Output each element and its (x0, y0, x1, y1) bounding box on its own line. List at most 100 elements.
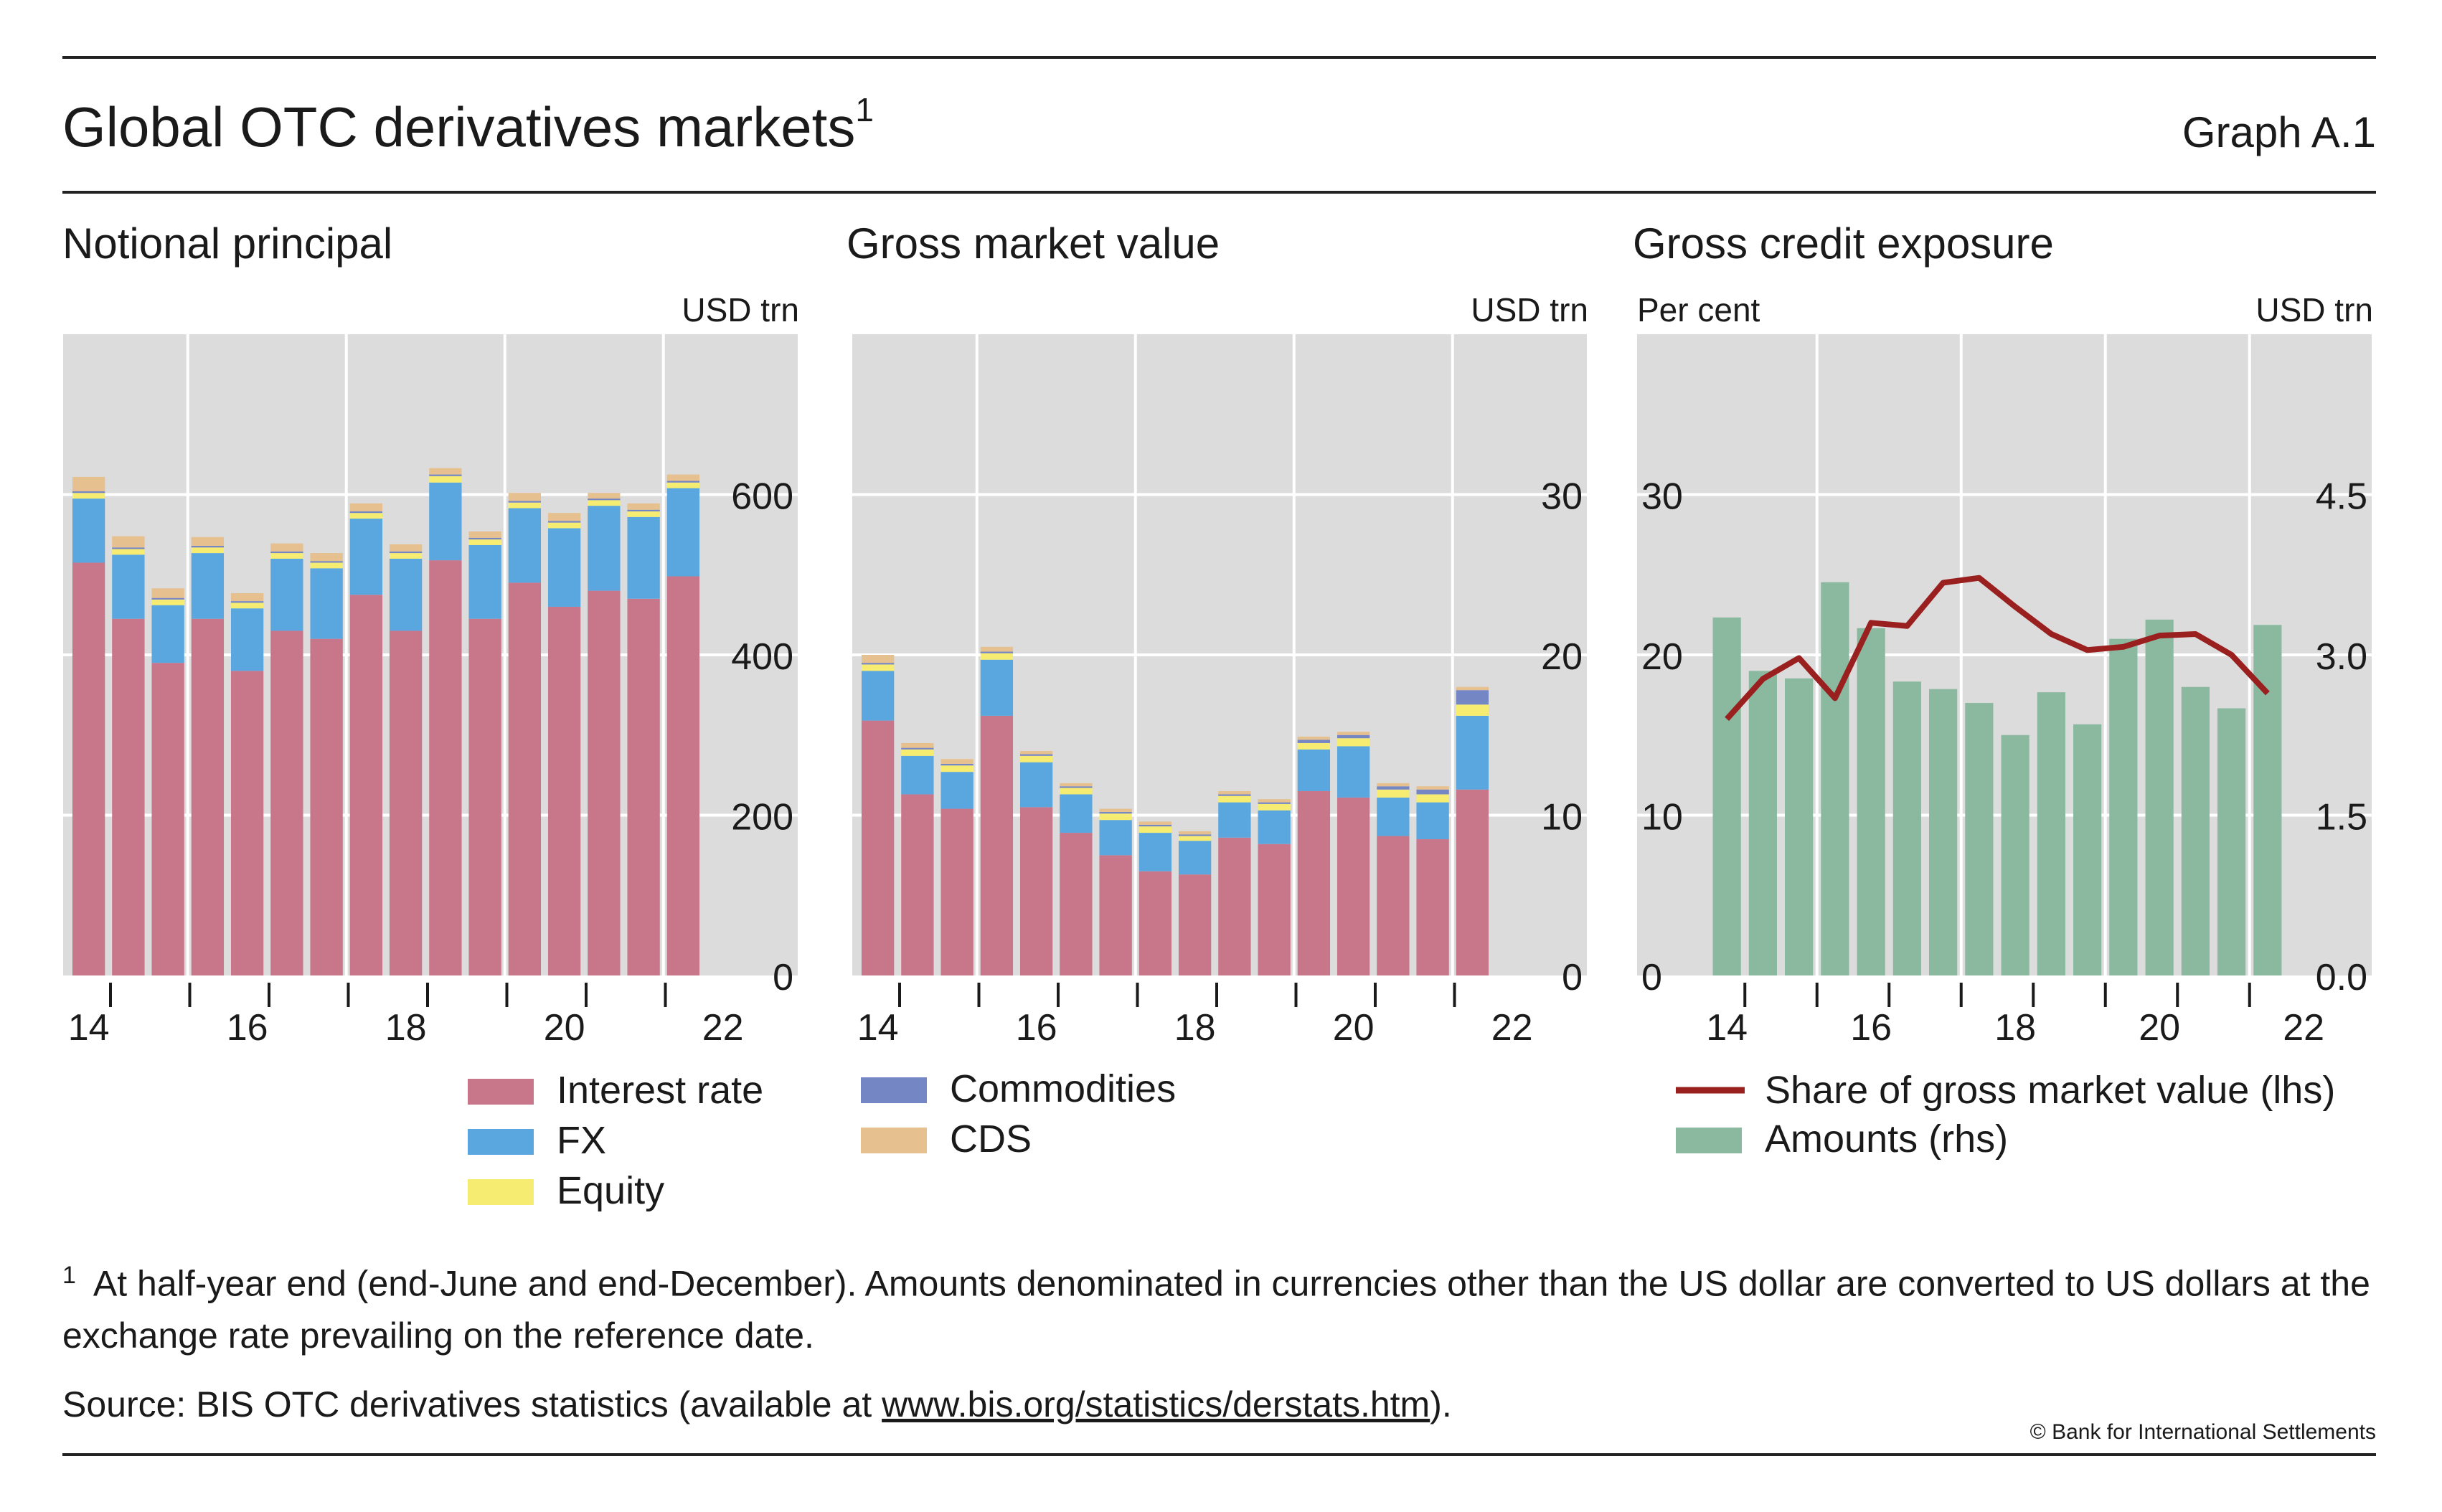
top-rule (62, 56, 2376, 59)
bar-cds (980, 646, 1014, 652)
x-tick-label: 14 (68, 1007, 110, 1049)
y-tick-label-right: 4.5 (2316, 476, 2367, 518)
bar-interest_rate (980, 715, 1014, 975)
bar-amounts (2145, 619, 2174, 975)
bar-equity (191, 547, 225, 554)
bar-interest_rate (230, 671, 264, 975)
bar-commodities (429, 474, 462, 476)
bar-amounts (2217, 708, 2246, 975)
bar-interest_rate (940, 808, 974, 975)
bar-equity (940, 765, 974, 772)
bar-cds (1336, 732, 1370, 735)
bar-cds (1060, 783, 1093, 787)
bar-equity (627, 511, 660, 517)
source-link[interactable]: www.bis.org/statistics/derstats.htm (882, 1384, 1430, 1424)
bar-equity (72, 493, 105, 499)
bar-interest_rate (627, 598, 660, 975)
panel-title: Gross credit exposure (1633, 219, 2054, 268)
bar-fx (191, 553, 225, 619)
y-tick-label-right: 0.0 (2316, 957, 2367, 998)
bar-commodities (1416, 789, 1449, 795)
bar-interest_rate (310, 638, 343, 975)
bar-fx (1258, 810, 1291, 844)
bar-commodities (1336, 734, 1370, 739)
bar-amounts (1785, 678, 1814, 975)
bar-fx (1060, 794, 1093, 833)
bar-commodities (1099, 812, 1132, 814)
bar-equity (508, 502, 542, 509)
bar-cds (72, 476, 105, 492)
bar-commodities (389, 551, 423, 554)
bar-fx (666, 488, 700, 577)
bar-cds (666, 474, 700, 481)
bar-commodities (310, 561, 343, 563)
bar-interest_rate (1138, 871, 1172, 975)
bar-cds (1258, 799, 1291, 803)
x-tick-label: 14 (1706, 1007, 1748, 1049)
legend-share-line-label: Share of gross market value (lhs) (1765, 1069, 2335, 1112)
bar-cds (310, 553, 343, 562)
source-line: Source: BIS OTC derivatives statistics (… (62, 1379, 2380, 1430)
footnote-text: At half-year end (end-June and end-Decem… (62, 1263, 2370, 1356)
bar-amounts (2037, 692, 2065, 975)
x-tick-label: 20 (1333, 1007, 1375, 1049)
bar-interest_rate (112, 618, 145, 975)
y-unit-label-left: Per cent (1637, 291, 1760, 329)
bar-fx (429, 482, 462, 561)
footnote: 1 At half-year end (end-June and end-Dece… (62, 1249, 2380, 1361)
graph-id: Graph A.1 (2182, 108, 2376, 156)
bar-equity (666, 482, 700, 488)
bar-amounts (2109, 638, 2138, 975)
bar-fx (151, 605, 184, 663)
bar-fx (1178, 841, 1212, 875)
bar-cds (429, 468, 462, 475)
bar-fx (588, 506, 621, 591)
bar-commodities (1019, 754, 1053, 756)
legend-cds-label: CDS (950, 1118, 1032, 1161)
bar-fx (627, 516, 660, 599)
y-tick-label: 600 (731, 476, 793, 518)
bar-interest_rate (1377, 836, 1410, 975)
y-tick-label: 0 (773, 957, 793, 998)
bar-cds (1456, 686, 1489, 691)
y-unit-label: USD trn (1471, 291, 1588, 329)
y-tick-label-left: 0 (1641, 957, 1662, 998)
bar-equity (1178, 836, 1212, 841)
legend-interest-rate-swatch (468, 1079, 534, 1105)
bar-equity (389, 553, 423, 559)
bar-commodities (1178, 834, 1212, 836)
legend-commodities-swatch (861, 1077, 927, 1103)
bar-commodities (1377, 786, 1410, 790)
legend-fx-label: FX (557, 1119, 606, 1162)
bar-equity (1377, 789, 1410, 798)
bar-amounts (1929, 689, 1958, 975)
bar-fx (1377, 797, 1410, 836)
bottom-rule (62, 1453, 2376, 1456)
bar-fx (1336, 746, 1370, 798)
x-tick-label: 22 (702, 1007, 744, 1049)
bar-commodities (72, 491, 105, 493)
bar-interest_rate (1416, 839, 1449, 975)
bar-cds (901, 742, 934, 748)
bar-equity (1416, 794, 1449, 803)
x-tick-label: 18 (385, 1007, 427, 1049)
bar-commodities (1138, 824, 1172, 827)
bar-interest_rate (508, 582, 542, 975)
bar-fx (1099, 820, 1132, 856)
bar-amounts (1892, 681, 1921, 975)
source-prefix: Source: BIS OTC derivatives statistics (… (62, 1384, 882, 1424)
bar-cds (861, 655, 895, 663)
legend-equity-swatch (468, 1179, 534, 1205)
bar-interest_rate (861, 720, 895, 975)
bar-cds (270, 543, 303, 552)
bar-equity (861, 664, 895, 671)
header-rule (62, 191, 2376, 194)
bar-equity (349, 513, 383, 519)
bar-interest_rate (1336, 797, 1370, 975)
legend-equity-label: Equity (557, 1169, 664, 1212)
bar-commodities (349, 511, 383, 514)
bar-fx (861, 671, 895, 721)
bar-commodities (588, 499, 621, 501)
bar-interest_rate (151, 663, 184, 975)
bar-amounts (1821, 582, 1849, 975)
